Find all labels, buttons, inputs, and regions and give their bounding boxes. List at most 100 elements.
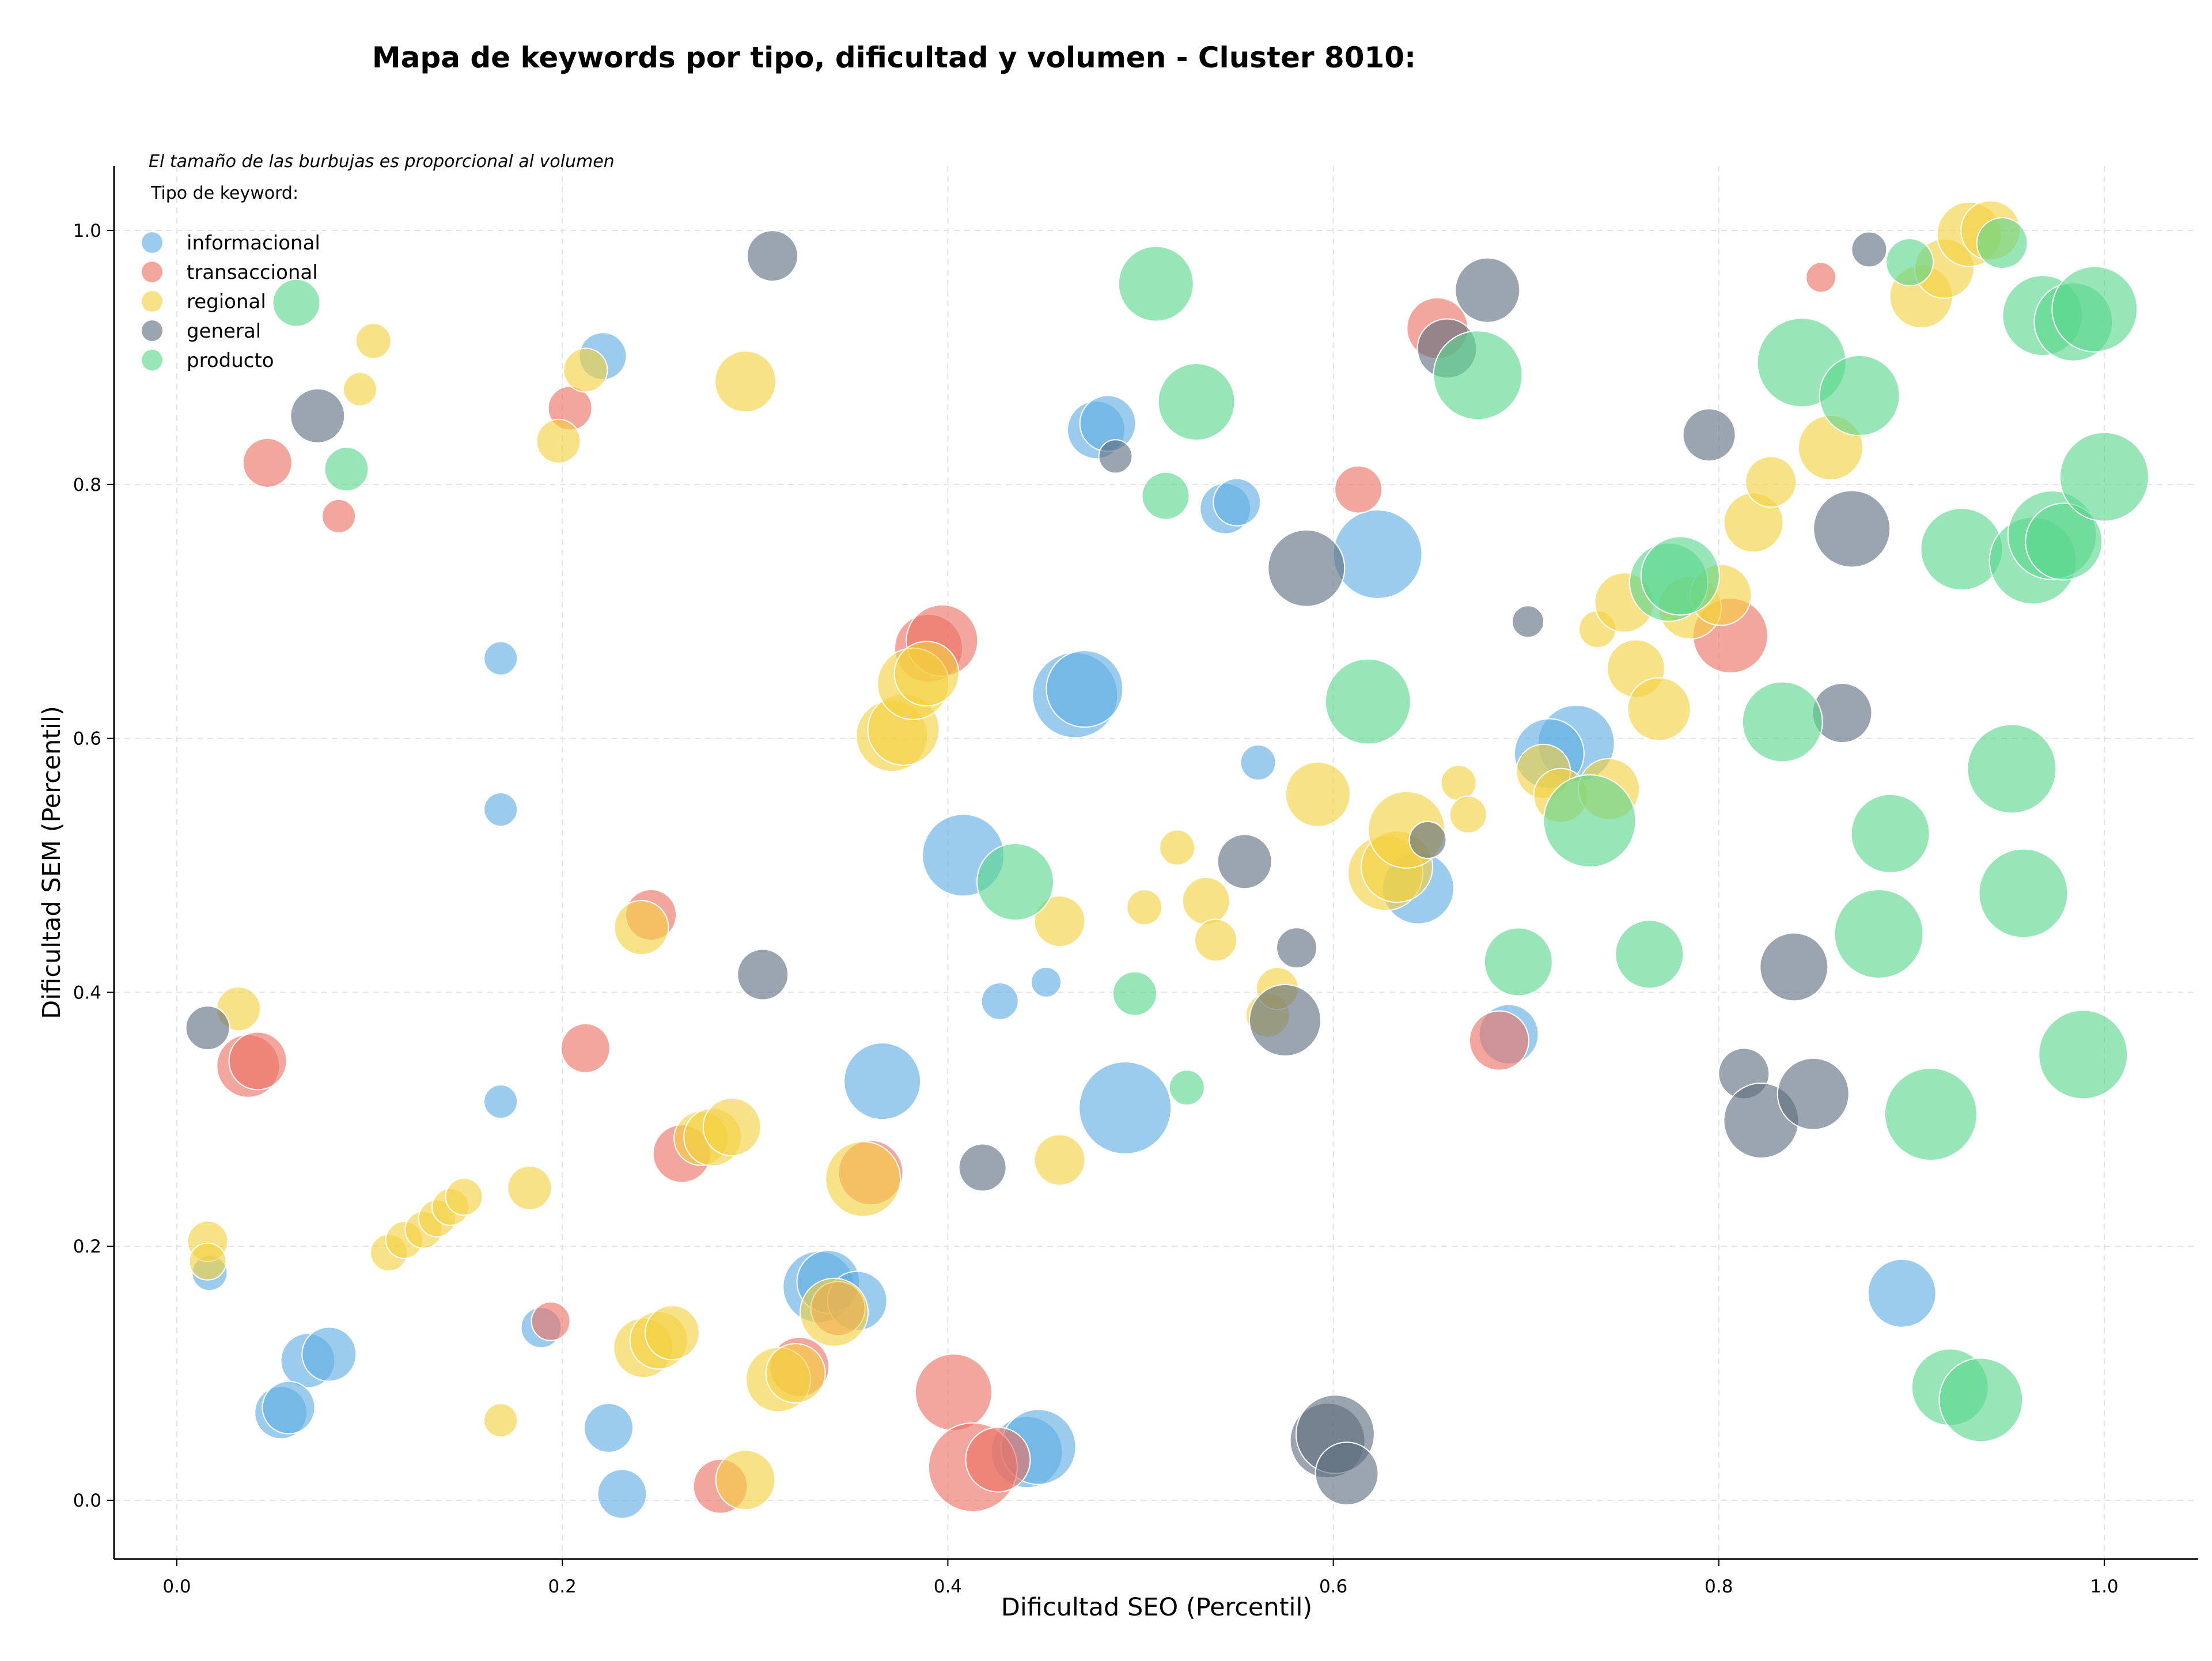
- bubble-general: [746, 230, 798, 282]
- x-tick-label: 0.4: [934, 1576, 962, 1597]
- x-tick-label: 1.0: [2090, 1576, 2118, 1597]
- legend-marker: [142, 320, 162, 341]
- legend-marker: [142, 350, 162, 370]
- bubble-general: [1777, 1057, 1850, 1130]
- bubble-general: [1217, 834, 1272, 890]
- bubble-general: [1455, 257, 1521, 323]
- bubble-producto: [2038, 1009, 2128, 1100]
- bubble-regional: [563, 347, 608, 393]
- bubble-regional: [893, 641, 960, 707]
- bubble-producto: [1640, 536, 1720, 616]
- bubble-general: [1408, 820, 1447, 859]
- bubble-regional: [342, 372, 377, 407]
- bubble-producto: [1978, 848, 2069, 939]
- bubble-informacional: [980, 982, 1019, 1020]
- bubble-producto: [1433, 330, 1523, 421]
- bubble-regional: [507, 1165, 552, 1210]
- bubble-general: [185, 1005, 230, 1051]
- bubble-producto: [1157, 363, 1236, 441]
- legend-label: transaccional: [187, 261, 318, 284]
- bubble-transaccional: [914, 1353, 993, 1432]
- bubble-general: [1315, 1441, 1379, 1506]
- bubble-producto: [2051, 266, 2138, 353]
- y-axis-label: Dificultad SEM (Percentil): [37, 706, 66, 1019]
- bubble-transaccional: [242, 437, 293, 488]
- x-tick-label: 0.6: [1319, 1576, 1347, 1597]
- bubble-regional: [1745, 456, 1797, 508]
- bubble-informacional: [1240, 744, 1277, 781]
- bubble-producto: [1543, 774, 1637, 868]
- bubble-regional: [714, 350, 777, 413]
- bubble-producto: [272, 278, 321, 327]
- bubble-regional: [445, 1178, 483, 1216]
- bubble-informacional: [1078, 1061, 1172, 1155]
- bubble-regional: [702, 1098, 762, 1157]
- bubble-transaccional: [1468, 1010, 1529, 1071]
- legend-label: informacional: [187, 232, 320, 255]
- bubble-general: [1682, 408, 1736, 462]
- x-tick-label: 0.8: [1705, 1576, 1733, 1597]
- x-axis-label: Dificultad SEO (Percentil): [1001, 1593, 1312, 1622]
- y-tick-label: 0.8: [73, 475, 101, 495]
- y-tick-label: 0.2: [73, 1236, 101, 1257]
- legend-label: regional: [187, 290, 266, 313]
- bubble-regional: [1126, 889, 1163, 926]
- bubble-general: [737, 948, 789, 1001]
- x-tick-label: 0.2: [548, 1576, 577, 1597]
- bubble-regional: [799, 1277, 869, 1347]
- bubble-producto: [1967, 724, 2057, 814]
- bubble-general: [1512, 605, 1545, 638]
- bubble-regional: [613, 899, 669, 955]
- bubble-informacional: [584, 1402, 634, 1453]
- legend-marker: [142, 262, 162, 282]
- bubble-informacional: [1213, 478, 1262, 527]
- legend-label: general: [187, 320, 261, 343]
- bubble-producto: [1920, 508, 2003, 591]
- bubble-producto: [1118, 245, 1194, 322]
- bubble-general: [290, 388, 346, 444]
- bubble-regional: [825, 1141, 902, 1217]
- legend: Tipo de keyword: informacional transaccio…: [142, 183, 320, 372]
- axis-ticks: 0.0 0.0 0.2 0.2 0.4 0.4 0.6 0.6 0.8 0.8 1.0 1.0: [73, 221, 2119, 1597]
- bubble-transaccional: [531, 1301, 571, 1341]
- bubble-informacional: [483, 792, 518, 827]
- bubble-regional: [355, 323, 392, 360]
- bubble-regional: [1627, 677, 1691, 741]
- legend-marker: [142, 291, 162, 312]
- bubble-regional: [765, 1343, 826, 1404]
- legend-marker: [142, 232, 162, 253]
- bubble-producto: [1141, 471, 1190, 520]
- bubble-general: [1248, 983, 1321, 1057]
- bubble-transaccional: [1334, 465, 1383, 514]
- bubble-producto: [1850, 793, 1930, 873]
- bubble-producto: [1483, 927, 1553, 997]
- bubble-informacional: [1046, 650, 1124, 728]
- legend-title: Tipo de keyword:: [150, 183, 298, 203]
- bubble-regional: [1194, 918, 1237, 962]
- chart-title: Mapa de keywords por tipo, dificultad y …: [372, 41, 1416, 74]
- legend-label: producto: [187, 349, 274, 372]
- bubble-regional: [1449, 795, 1487, 834]
- y-tick-label: 0.6: [73, 729, 101, 750]
- bubble-transaccional: [965, 1427, 1031, 1493]
- bubble-regional: [715, 1450, 776, 1511]
- bubble-transaccional: [1805, 262, 1837, 293]
- bubble-producto: [1834, 889, 1924, 979]
- bubble-regional: [536, 418, 581, 464]
- y-tick-label: 0.4: [73, 982, 101, 1003]
- bubble-informacional: [597, 1469, 647, 1519]
- bubble-regional: [1285, 761, 1351, 827]
- bubble-regional: [1033, 1134, 1086, 1186]
- bubble-producto: [2059, 432, 2149, 522]
- bubble-producto: [1741, 681, 1823, 763]
- bubble-informacional: [1867, 1258, 1937, 1328]
- bubble-producto: [976, 843, 1055, 921]
- bubble-informacional: [1332, 509, 1423, 600]
- bubble-producto: [1615, 920, 1684, 989]
- y-tick-label: 1.0: [73, 221, 101, 241]
- bubble-regional: [1159, 829, 1196, 866]
- bubble-producto: [2025, 502, 2103, 581]
- bubble-producto: [1976, 217, 2028, 270]
- bubble-informacional: [1031, 966, 1062, 998]
